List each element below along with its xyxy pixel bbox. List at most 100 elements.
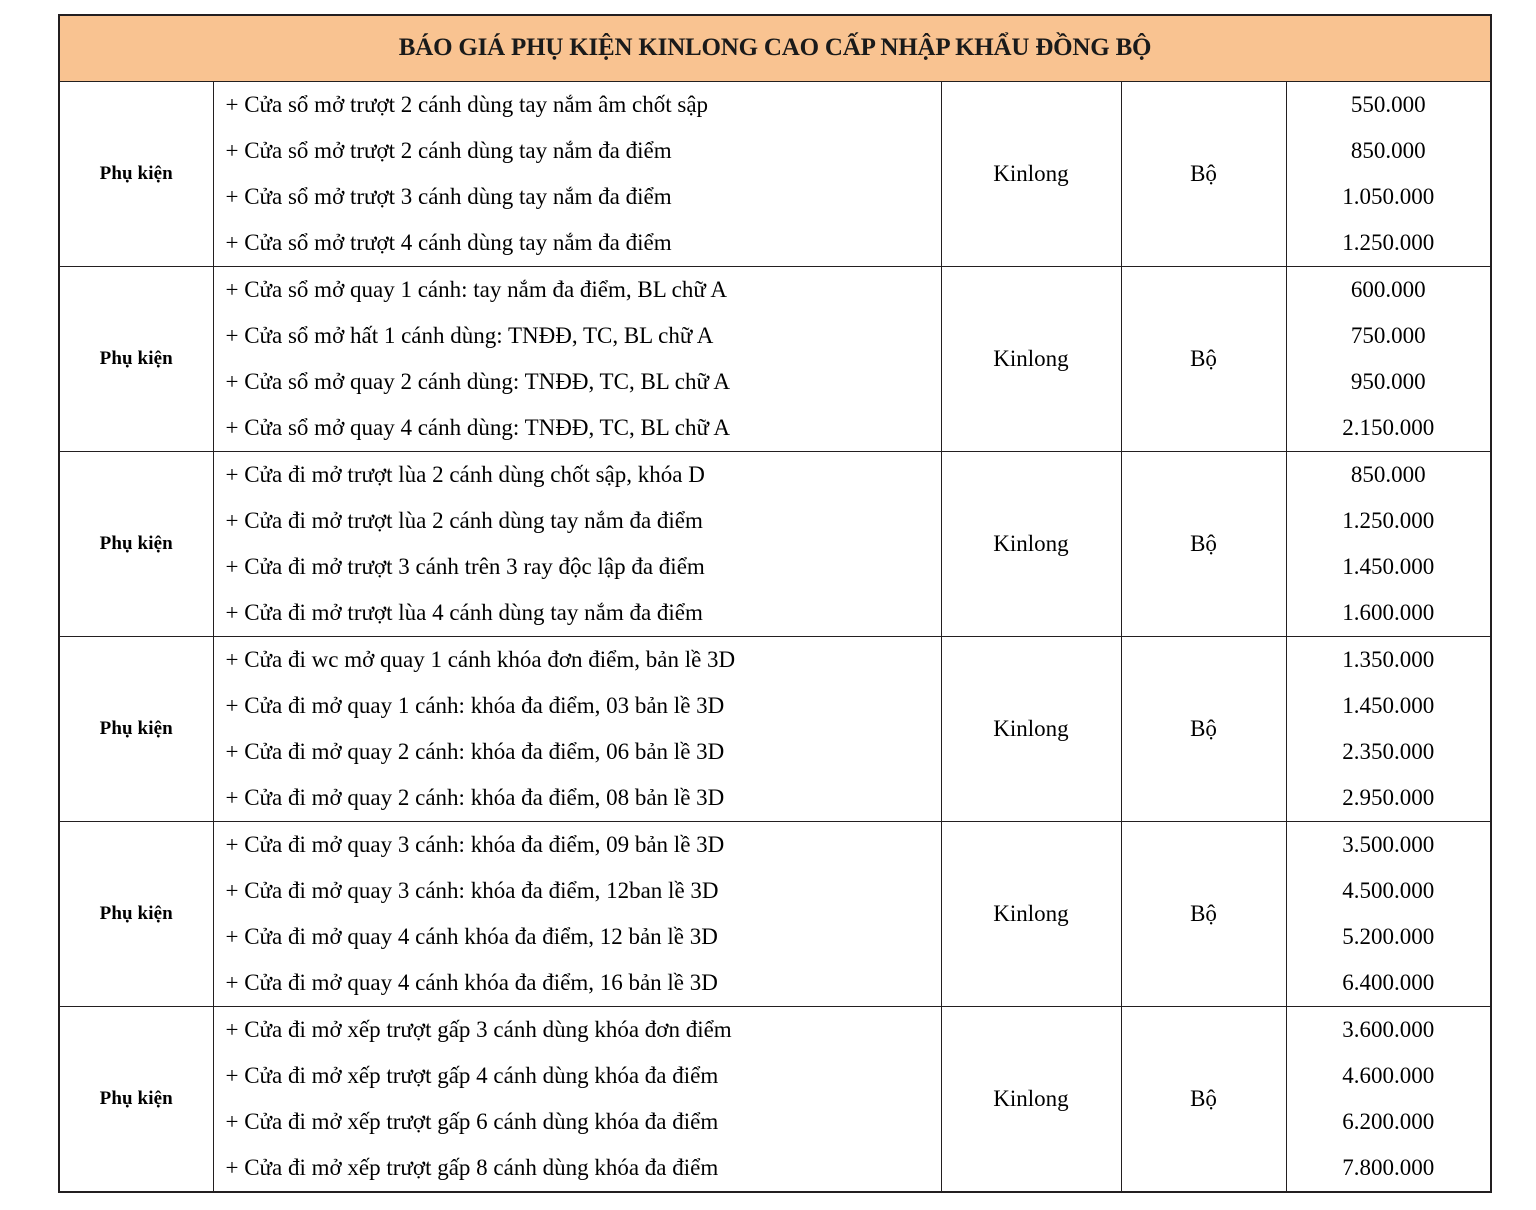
- item-line: + Cửa đi mở quay 3 cánh: khóa đa điểm, 1…: [225, 878, 719, 903]
- item-list: + Cửa đi mở trượt lùa 2 cánh dùng chốt s…: [214, 452, 941, 636]
- brand-label: Kinlong: [993, 531, 1069, 556]
- price-value: 1.450.000: [1342, 554, 1435, 579]
- item-line: + Cửa sổ mở quay 2 cánh dùng: TNĐĐ, TC, …: [225, 369, 731, 394]
- item-list: + Cửa đi wc mở quay 1 cánh khóa đơn điểm…: [214, 637, 941, 821]
- item-list: + Cửa sổ mở trượt 2 cánh dùng tay nắm âm…: [214, 82, 941, 266]
- price-value: 3.600.000: [1342, 1017, 1435, 1042]
- item-list: + Cửa đi mở quay 3 cánh: khóa đa điểm, 0…: [214, 822, 941, 1006]
- item-line: + Cửa đi mở quay 2 cánh: khóa đa điểm, 0…: [225, 739, 725, 764]
- item-description-cell: + Cửa đi wc mở quay 1 cánh khóa đơn điểm…: [212, 636, 942, 822]
- unit-cell: Bộ: [1120, 821, 1287, 1007]
- brand-cell: Kinlong: [940, 821, 1122, 1007]
- item-line: + Cửa đi mở quay 2 cánh: khóa đa điểm, 0…: [225, 785, 725, 810]
- brand-cell: Kinlong: [940, 1006, 1122, 1193]
- price-value: 4.600.000: [1342, 1063, 1435, 1088]
- item-description-cell: + Cửa đi mở xếp trượt gấp 3 cánh dùng kh…: [212, 1006, 942, 1193]
- item-line: + Cửa đi mở quay 4 cánh khóa đa điểm, 16…: [225, 970, 718, 995]
- table-row: Phụ kiện + Cửa đi wc mở quay 1 cánh khóa …: [58, 636, 1492, 822]
- price-cell: 600.000 750.000 950.000 2.150.000: [1285, 266, 1492, 452]
- item-line: + Cửa đi mở xếp trượt gấp 8 cánh dùng kh…: [225, 1155, 719, 1180]
- unit-label: Bộ: [1190, 346, 1217, 371]
- price-value: 1.600.000: [1342, 600, 1435, 625]
- table-body: Phụ kiện + Cửa sổ mở trượt 2 cánh dùng ta…: [58, 81, 1492, 1193]
- price-cell: 550.000 850.000 1.050.000 1.250.000: [1285, 81, 1492, 267]
- brand-label: Kinlong: [993, 161, 1069, 186]
- item-line: + Cửa đi mở trượt 3 cánh trên 3 ray độc …: [225, 554, 705, 579]
- table-header: BÁO GIÁ PHỤ KIỆN KINLONG CAO CẤP NHẬP KH…: [58, 14, 1492, 82]
- brand-label: Kinlong: [993, 346, 1069, 371]
- price-cell: 1.350.000 1.450.000 2.350.000 2.950.000: [1285, 636, 1492, 822]
- price-value: 7.800.000: [1342, 1155, 1435, 1180]
- category-label: Phụ kiện: [99, 348, 173, 369]
- price-cell: 3.500.000 4.500.000 5.200.000 6.400.000: [1285, 821, 1492, 1007]
- item-line: + Cửa đi wc mở quay 1 cánh khóa đơn điểm…: [225, 647, 736, 672]
- price-value: 2.150.000: [1342, 415, 1435, 440]
- unit-cell: Bộ: [1120, 81, 1287, 267]
- table-row: Phụ kiện + Cửa đi mở quay 3 cánh: khóa đa…: [58, 821, 1492, 1007]
- category-label: Phụ kiện: [99, 718, 173, 739]
- item-line: + Cửa sổ mở trượt 2 cánh dùng tay nắm đa…: [225, 138, 672, 163]
- price-value: 1.450.000: [1342, 693, 1435, 718]
- price-value: 2.950.000: [1342, 785, 1435, 810]
- unit-label: Bộ: [1190, 716, 1217, 741]
- price-value: 750.000: [1350, 323, 1426, 348]
- unit-cell: Bộ: [1120, 266, 1287, 452]
- price-value: 950.000: [1350, 369, 1426, 394]
- price-value: 1.350.000: [1342, 647, 1435, 672]
- unit-cell: Bộ: [1120, 1006, 1287, 1193]
- price-value: 850.000: [1350, 462, 1426, 487]
- item-line: + Cửa sổ mở trượt 3 cánh dùng tay nắm đa…: [225, 184, 672, 209]
- category-label: Phụ kiện: [99, 1088, 173, 1109]
- item-line: + Cửa đi mở quay 1 cánh: khóa đa điểm, 0…: [225, 693, 725, 718]
- price-value: 1.250.000: [1342, 508, 1435, 533]
- table-row: Phụ kiện + Cửa sổ mở quay 1 cánh: tay nắm…: [58, 266, 1492, 452]
- brand-label: Kinlong: [993, 1086, 1069, 1111]
- item-line: + Cửa đi mở quay 4 cánh khóa đa điểm, 12…: [225, 924, 718, 949]
- price-value: 3.500.000: [1342, 832, 1435, 857]
- item-description-cell: + Cửa đi mở trượt lùa 2 cánh dùng chốt s…: [212, 451, 942, 637]
- category-cell: Phụ kiện: [58, 451, 214, 637]
- price-value: 550.000: [1350, 92, 1426, 117]
- brand-cell: Kinlong: [940, 451, 1122, 637]
- category-label: Phụ kiện: [99, 903, 173, 924]
- table-row: Phụ kiện + Cửa đi mở trượt lùa 2 cánh dùn…: [58, 451, 1492, 637]
- document-title-cell: BÁO GIÁ PHỤ KIỆN KINLONG CAO CẤP NHẬP KH…: [58, 14, 1492, 82]
- item-line: + Cửa đi mở quay 3 cánh: khóa đa điểm, 0…: [225, 832, 725, 857]
- price-value: 6.400.000: [1342, 970, 1435, 995]
- price-value: 850.000: [1350, 138, 1426, 163]
- price-value: 5.200.000: [1342, 924, 1435, 949]
- item-line: + Cửa sổ mở trượt 2 cánh dùng tay nắm âm…: [225, 92, 709, 117]
- category-cell: Phụ kiện: [58, 81, 214, 267]
- item-line: + Cửa đi mở xếp trượt gấp 6 cánh dùng kh…: [225, 1109, 719, 1134]
- price-value: 600.000: [1350, 277, 1426, 302]
- table-row: Phụ kiện + Cửa đi mở xếp trượt gấp 3 cánh…: [58, 1006, 1492, 1193]
- brand-cell: Kinlong: [940, 266, 1122, 452]
- brand-label: Kinlong: [993, 901, 1069, 926]
- unit-cell: Bộ: [1120, 451, 1287, 637]
- brand-label: Kinlong: [993, 716, 1069, 741]
- price-value: 2.350.000: [1342, 739, 1435, 764]
- brand-cell: Kinlong: [940, 636, 1122, 822]
- price-value: 1.250.000: [1342, 230, 1435, 255]
- item-line: + Cửa sổ mở quay 1 cánh: tay nắm đa điểm…: [225, 277, 727, 302]
- price-value: 1.050.000: [1342, 184, 1435, 209]
- unit-label: Bộ: [1190, 1086, 1217, 1111]
- document-title: BÁO GIÁ PHỤ KIỆN KINLONG CAO CẤP NHẬP KH…: [398, 33, 1152, 61]
- price-cell: 850.000 1.250.000 1.450.000 1.600.000: [1285, 451, 1492, 637]
- unit-label: Bộ: [1190, 161, 1217, 186]
- item-line: + Cửa đi mở trượt lùa 2 cánh dùng tay nắ…: [225, 508, 703, 533]
- item-line: + Cửa sổ mở trượt 4 cánh dùng tay nắm đa…: [225, 230, 672, 255]
- price-value: 6.200.000: [1342, 1109, 1435, 1134]
- unit-cell: Bộ: [1120, 636, 1287, 822]
- item-line: + Cửa đi mở trượt lùa 4 cánh dùng tay nắ…: [225, 600, 703, 625]
- category-cell: Phụ kiện: [58, 821, 214, 1007]
- item-list: + Cửa sổ mở quay 1 cánh: tay nắm đa điểm…: [214, 267, 941, 451]
- category-label: Phụ kiện: [99, 163, 173, 184]
- category-label: Phụ kiện: [99, 533, 173, 554]
- price-value: 4.500.000: [1342, 878, 1435, 903]
- category-cell: Phụ kiện: [58, 636, 214, 822]
- item-description-cell: + Cửa sổ mở quay 1 cánh: tay nắm đa điểm…: [212, 266, 942, 452]
- category-cell: Phụ kiện: [58, 1006, 214, 1193]
- unit-label: Bộ: [1190, 531, 1217, 556]
